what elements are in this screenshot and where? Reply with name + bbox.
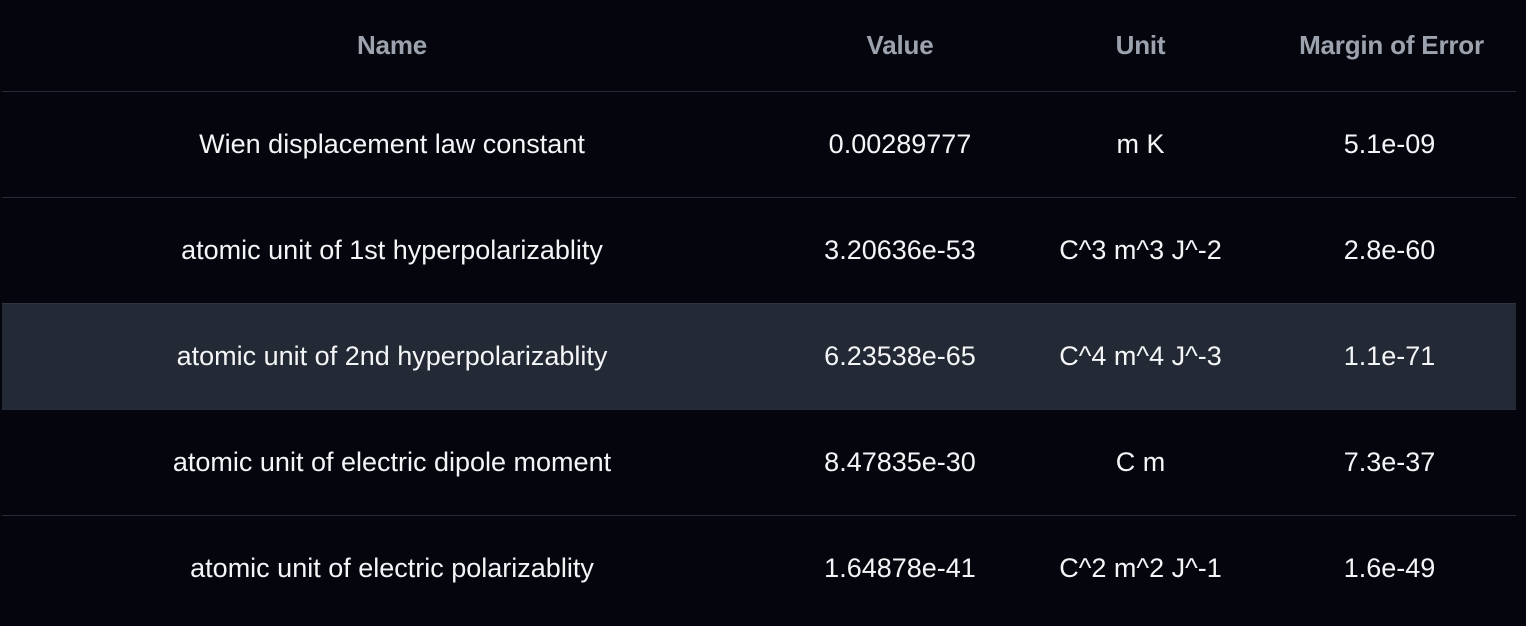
- cell-margin-of-error: 1.1e-71: [1343, 341, 1436, 371]
- cell-value: 1.64878e-41: [824, 553, 976, 583]
- cell-unit: C m: [1115, 447, 1166, 477]
- cell-unit: m K: [1116, 129, 1165, 159]
- column-header-value[interactable]: Value: [866, 30, 934, 60]
- column-header-unit[interactable]: Unit: [1115, 30, 1166, 60]
- cell-margin-of-error: 7.3e-37: [1343, 447, 1436, 477]
- table-row[interactable]: Wien displacement law constant 0.0028977…: [2, 91, 1516, 197]
- cell-name: Wien displacement law constant: [199, 129, 585, 159]
- table-row[interactable]: atomic unit of electric polarizablity 1.…: [2, 515, 1516, 621]
- table-header-row: Name Value Unit Margin of Error: [2, 0, 1516, 91]
- cell-name: atomic unit of electric dipole moment: [172, 447, 612, 477]
- table-row[interactable]: atomic unit of electric dipole moment 8.…: [2, 409, 1516, 515]
- cell-value: 6.23538e-65: [824, 341, 976, 371]
- cell-name: atomic unit of 1st hyperpolarizablity: [181, 235, 603, 265]
- cell-name: atomic unit of 2nd hyperpolarizablity: [176, 341, 608, 371]
- cell-value: 8.47835e-30: [824, 447, 976, 477]
- cell-unit: C^3 m^3 J^-2: [1059, 235, 1222, 265]
- column-header-name[interactable]: Name: [356, 30, 427, 60]
- cell-value: 3.20636e-53: [824, 235, 976, 265]
- cell-unit: C^2 m^2 J^-1: [1059, 553, 1222, 583]
- cell-margin-of-error: 5.1e-09: [1343, 129, 1436, 159]
- table-row[interactable]: atomic unit of 1st hyperpolarizablity 3.…: [2, 197, 1516, 303]
- cell-margin-of-error: 1.6e-49: [1343, 553, 1436, 583]
- cell-margin-of-error: 2.8e-60: [1343, 235, 1436, 265]
- column-header-margin-of-error[interactable]: Margin of Error: [1299, 30, 1484, 60]
- table-row-highlighted[interactable]: atomic unit of 2nd hyperpolarizablity 6.…: [2, 303, 1516, 409]
- cell-name: atomic unit of electric polarizablity: [190, 553, 594, 583]
- cell-unit: C^4 m^4 J^-3: [1059, 341, 1222, 371]
- cell-value: 0.00289777: [828, 129, 972, 159]
